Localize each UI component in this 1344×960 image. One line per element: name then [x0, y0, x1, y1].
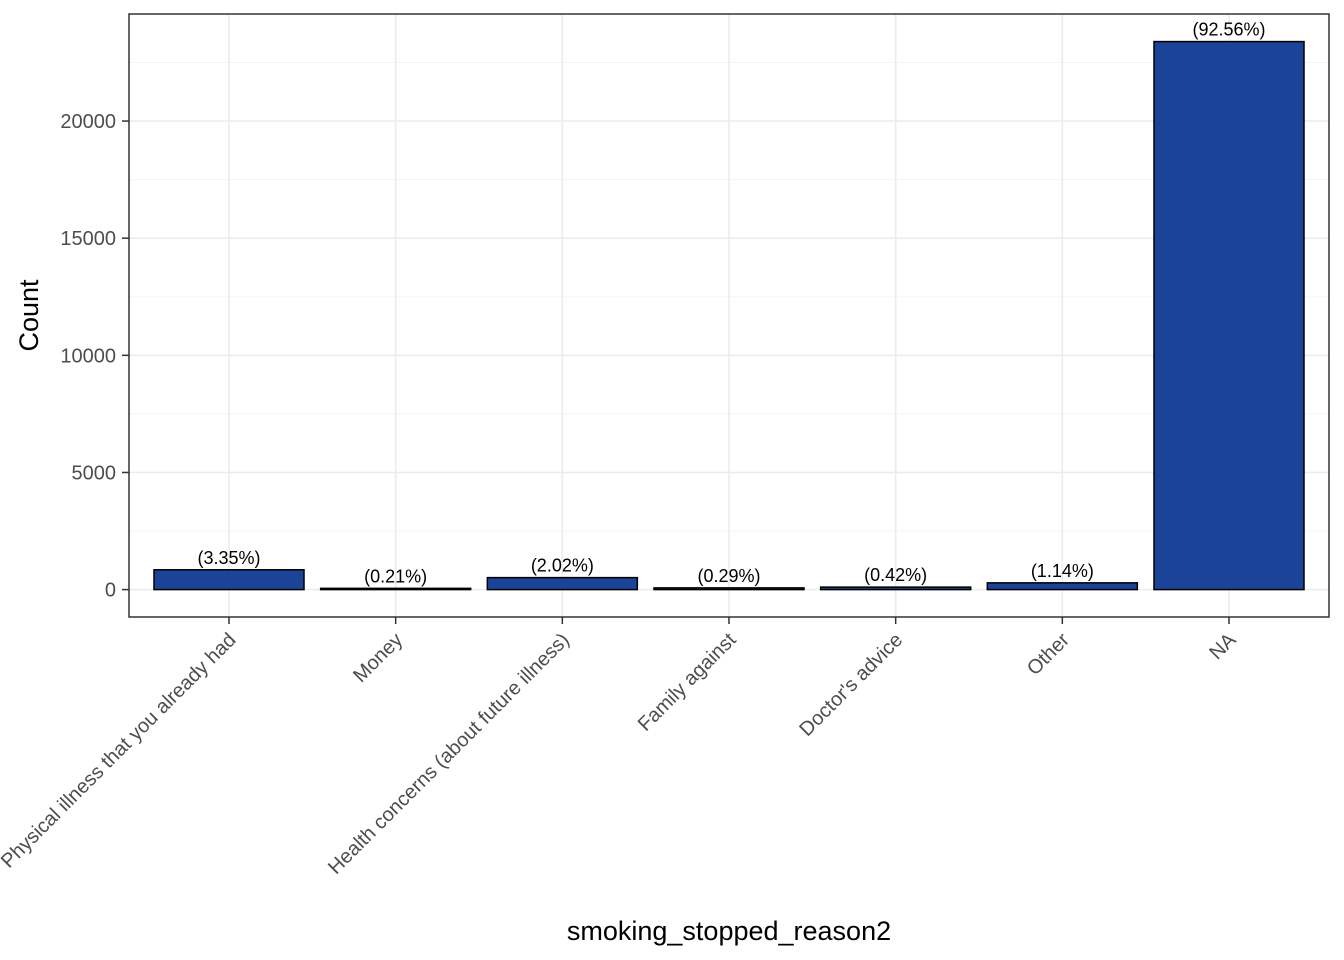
bars — [153, 40, 1305, 591]
x-tick-label: Doctor's advice — [795, 629, 907, 741]
bar — [653, 587, 805, 591]
x-tick-label: NA — [1205, 629, 1241, 665]
bar — [1153, 40, 1305, 591]
x-tick-label: Money — [349, 629, 407, 687]
data-label: (0.42%) — [864, 565, 927, 585]
x-tick-label: Family against — [634, 629, 741, 736]
data-label: (0.29%) — [697, 566, 760, 586]
data-label: (3.35%) — [197, 548, 260, 568]
x-tick-label: Other — [1023, 629, 1074, 680]
data-label: (1.14%) — [1031, 561, 1094, 581]
y-tick-label: 5000 — [72, 462, 117, 484]
data-labels: (3.35%) (0.21%) (2.02%) (0.29%) (0.42%) (1.14… — [197, 20, 1265, 587]
data-label: (2.02%) — [531, 556, 594, 576]
y-tick-label: 0 — [105, 580, 116, 602]
data-label: (92.56%) — [1192, 20, 1265, 40]
grid-lines — [129, 14, 1329, 617]
y-tick-label: 20000 — [60, 111, 116, 133]
x-tick-label: Physical illness that you already had — [0, 629, 241, 873]
y-tick-label: 15000 — [60, 228, 116, 250]
y-tick-label: 10000 — [60, 345, 116, 367]
bar — [153, 569, 305, 591]
bar — [486, 576, 639, 591]
bar — [986, 582, 1139, 591]
bar — [319, 587, 472, 591]
x-axis-ticks: Physical illness that you already had Mon… — [0, 617, 1241, 879]
bar — [819, 586, 972, 591]
data-label: (0.21%) — [364, 566, 427, 586]
y-axis-title: Count — [14, 279, 44, 352]
x-axis-title: smoking_stopped_reason2 — [567, 916, 891, 946]
y-axis-ticks: 0 5000 10000 15000 20000 — [60, 111, 129, 602]
